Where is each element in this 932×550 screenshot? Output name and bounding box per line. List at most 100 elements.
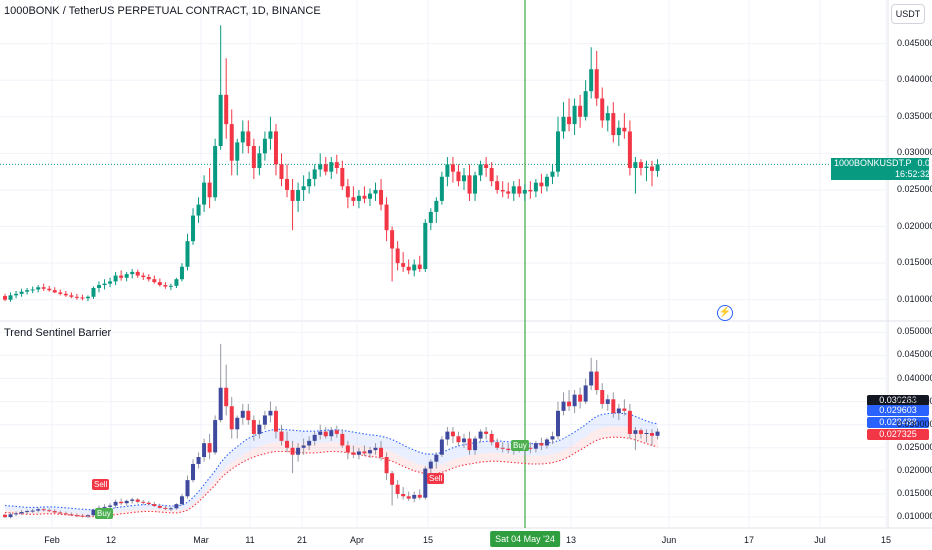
candle-body [168,285,173,287]
indicator-candle-body [644,433,649,435]
time-axis-tick: 12 [105,535,117,545]
indicator-candle-body [301,445,306,448]
indicator-candle-body [544,439,549,446]
candle-body [528,189,533,192]
candle-body [467,175,472,194]
candle-body [484,164,489,168]
indicator-axis-tick: 0.050000 [897,326,932,337]
candle-body [25,290,30,292]
candle-body [550,171,555,177]
candle-body [207,182,212,198]
indicator-candle-body [8,514,13,518]
indicator-candle-body [14,513,19,515]
candle-body [8,295,13,300]
indicator-candle-body [428,461,433,469]
indicator-candle-body [268,410,273,416]
indicator-candle-body [329,430,334,437]
candle-body [655,164,660,171]
indicator-candle-body [417,494,422,498]
candle-body [246,131,251,147]
candle-body [461,175,466,182]
candle-body [583,91,588,117]
candle-body [356,195,361,201]
candle-body [500,189,505,192]
lightning-icon[interactable]: ⚡ [717,305,733,321]
indicator-candle-body [583,385,588,402]
candle-body [390,230,395,249]
currency-button[interactable]: USDT [891,4,925,24]
indicator-candle-body [47,510,52,512]
indicator-candle-body [489,433,494,443]
candle-body [135,271,140,276]
candle-body [417,264,422,269]
candle-body [113,275,118,282]
indicator-candle-body [445,431,450,440]
candle-body [174,279,179,286]
candle-body [251,146,256,168]
time-axis-tick: 15 [422,535,434,545]
indicator-candle-body [229,406,234,430]
candle-body [213,146,218,198]
indicator-candle-body [119,501,124,504]
candle-body [428,211,433,223]
indicator-candle-body [567,401,572,407]
candle-body [307,178,312,187]
indicator-candle-body [345,445,350,453]
candle-body [235,142,240,161]
indicator-candle-body [439,439,444,455]
indicator-candle-body [179,496,184,505]
indicator-candle-body [600,390,605,404]
candle-body [439,176,444,201]
time-axis-tick: 17 [743,535,755,545]
indicator-candle-body [285,440,290,448]
indicator-candle-body [19,511,24,514]
indicator-candle-body [251,420,256,434]
indicator-title[interactable]: Trend Sentinel Barrier [4,327,112,339]
indicator-candle-body [473,438,478,451]
indicator-candle-body [25,511,30,513]
indicator-value-tag: 0.029603 [867,405,929,416]
indicator-line-lower [4,436,658,518]
candle-body [179,266,184,280]
indicator-candle-body [384,457,389,474]
indicator-candle-body [395,484,400,494]
indicator-candle-body [157,505,162,508]
candle-body [622,127,627,132]
indicator-value-tag: 0.027325 [867,429,929,440]
indicator-candle-body [108,505,113,507]
candle-body [202,182,207,205]
indicator-candle-body [202,443,207,458]
candle-body [14,293,19,296]
indicator-candle-body [74,515,79,517]
indicator-candle-body [423,468,428,498]
candle-body [544,176,549,187]
candle-body [539,182,544,187]
indicator-candle-body [390,473,395,485]
indicator-candle-body [141,501,146,503]
indicator-candle-body [174,504,179,509]
indicator-candle-body [627,410,632,434]
candle-body [511,186,516,194]
indicator-candle-body [550,436,555,440]
candle-body [345,186,350,198]
indicator-candle-body [367,450,372,454]
candle-body [644,166,649,168]
candle-body [478,164,483,176]
indicator-candle-body [434,454,439,462]
candle-body [638,162,643,168]
candle-body [489,168,494,182]
indicator-candle-body [240,410,245,418]
indicator-candle-body [556,410,560,437]
price-axis-tick: 0.015000 [897,257,932,268]
indicator-candle-body [246,410,251,421]
indicator-candle-body [312,434,317,441]
buy-signal-marker: Buy [511,440,529,451]
indicator-candle-body [528,447,533,449]
candle-body [185,241,190,267]
price-tag-countdown: 16:52:32 [831,169,930,181]
candle-body [268,131,273,139]
indicator-band-lower [5,426,658,517]
indicator-candle-body [152,504,157,506]
candle-body [456,171,461,182]
indicator-axis-tick: 0.015000 [897,487,932,498]
